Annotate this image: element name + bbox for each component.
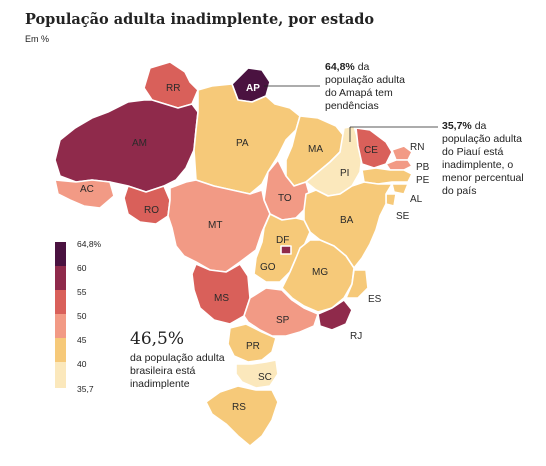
piaui-text-6: do país <box>442 185 477 197</box>
state-al[interactable] <box>391 183 409 195</box>
label-am: AM <box>132 138 147 149</box>
piaui-text-2: população adulta <box>442 133 522 145</box>
legend-label-3: 55 <box>77 287 87 297</box>
label-sp: SP <box>276 315 290 326</box>
amapa-annotation: 64,8% da população adulta do Amapá tem p… <box>325 61 435 113</box>
label-mt: MT <box>208 220 222 231</box>
label-to: TO <box>278 193 292 204</box>
amapa-text-4: pendências <box>325 100 379 112</box>
legend-label-7: 35,7 <box>77 384 94 394</box>
state-rn[interactable] <box>391 145 413 161</box>
state-pe[interactable] <box>361 167 413 185</box>
amapa-text-1: da <box>357 61 370 73</box>
state-am[interactable] <box>54 99 199 193</box>
state-se[interactable] <box>385 193 397 207</box>
legend-label-1: 64,8% <box>77 239 102 249</box>
state-pa[interactable] <box>193 83 301 195</box>
amapa-text-2: população adulta <box>325 74 405 86</box>
legend-label-4: 50 <box>77 311 87 321</box>
piaui-text-1: da <box>474 120 487 132</box>
state-ro[interactable] <box>123 185 171 225</box>
label-ro: RO <box>144 205 159 216</box>
label-se: SE <box>396 211 410 222</box>
state-sc[interactable] <box>235 359 279 389</box>
state-rs[interactable] <box>205 385 279 447</box>
label-pr: PR <box>246 341 260 352</box>
label-pb: PB <box>416 162 430 173</box>
label-pa: PA <box>236 138 249 149</box>
label-pe: PE <box>416 175 430 186</box>
state-pb[interactable] <box>385 159 413 171</box>
legend-swatch-6 <box>55 362 66 388</box>
piaui-annotation: 35,7% da população adulta do Piauí está … <box>442 120 542 198</box>
label-ba: BA <box>340 215 354 226</box>
chart-subtitle: Em % <box>25 34 50 44</box>
legend-swatch-2 <box>55 266 66 290</box>
amapa-value: 64,8% <box>325 61 355 73</box>
state-es[interactable] <box>345 269 369 299</box>
legend-label-6: 40 <box>77 359 87 369</box>
state-mt[interactable] <box>167 179 271 273</box>
legend-label-5: 45 <box>77 335 87 345</box>
piaui-text-4: inadimplente, o <box>442 159 514 171</box>
piaui-text-5: menor percentual <box>442 172 524 184</box>
legend-swatch-1 <box>55 242 66 266</box>
label-rs: RS <box>232 402 246 413</box>
label-go: GO <box>260 262 276 273</box>
label-al: AL <box>410 194 423 205</box>
amapa-text-3: do Amapá tem <box>325 87 393 99</box>
legend-swatch-5 <box>55 338 66 362</box>
national-desc-2: brasileira está <box>130 365 196 377</box>
chart-title: População adulta inadimplente, por estad… <box>25 11 375 28</box>
label-rj: RJ <box>350 331 362 342</box>
label-ma: MA <box>308 144 323 155</box>
state-rj[interactable] <box>317 299 353 331</box>
state-pr[interactable] <box>227 323 277 363</box>
national-description: da população adulta brasileira está inad… <box>130 352 240 391</box>
state-mg[interactable] <box>281 239 355 313</box>
label-mg: MG <box>312 267 328 278</box>
legend-swatch-4 <box>55 314 66 338</box>
legend-swatch-3 <box>55 290 66 314</box>
national-desc-3: inadimplente <box>130 378 190 390</box>
label-df: DF <box>276 235 289 246</box>
national-value: 46,5% <box>130 329 185 349</box>
label-ms: MS <box>214 293 229 304</box>
state-sp[interactable] <box>243 287 319 337</box>
label-rr: RR <box>166 83 180 94</box>
color-legend: 64,8% 60 55 50 45 40 35,7 <box>55 239 115 394</box>
legend-label-2: 60 <box>77 263 87 273</box>
state-ba[interactable] <box>303 181 393 269</box>
piaui-value: 35,7% <box>442 120 472 132</box>
label-sc: SC <box>258 372 272 383</box>
label-ce: CE <box>364 145 378 156</box>
label-rn: RN <box>410 142 424 153</box>
label-ac: AC <box>80 184 94 195</box>
label-pi: PI <box>340 168 349 179</box>
state-df[interactable] <box>280 245 292 255</box>
piaui-text-3: do Piauí está <box>442 146 504 158</box>
national-desc-1: da população adulta <box>130 352 225 364</box>
label-ap: AP <box>246 83 260 94</box>
state-ac[interactable] <box>54 179 115 209</box>
label-es: ES <box>368 294 382 305</box>
